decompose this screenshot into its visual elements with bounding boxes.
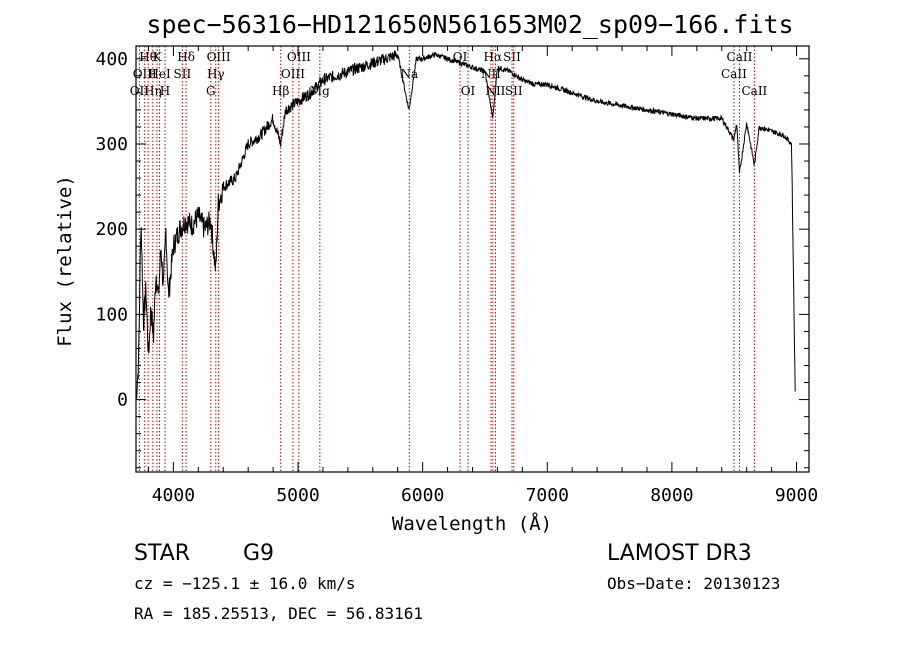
spectrum-line — [135, 50, 796, 400]
line-marker-label: H — [160, 84, 170, 98]
coordinates: RA = 185.25513, DEC = 56.83161 — [134, 604, 423, 623]
line-marker-label: HeI — [148, 67, 171, 81]
y-tick-label: 0 — [117, 390, 128, 411]
spectral-line-markers: OIIOIIIHθHηKHeIHSIIHδGHγOIIIHβOIIIOIIIMg… — [130, 46, 768, 472]
y-tick-label: 300 — [95, 134, 128, 155]
x-tick-label: 7000 — [526, 485, 569, 506]
line-marker-label: OII — [130, 84, 150, 98]
line-marker-label: OIII — [287, 50, 311, 64]
line-marker-label: Na — [400, 67, 418, 81]
x-tick-label: 4000 — [152, 485, 195, 506]
line-marker-label: CaII — [741, 84, 767, 98]
x-tick-label: 8000 — [650, 485, 693, 506]
line-marker-label: SII — [174, 67, 192, 81]
line-marker-label: Hη — [144, 84, 162, 98]
x-tick-label: 6000 — [401, 485, 444, 506]
axis-ticks: 4000 5000 6000 7000 8000 9000 0 100 200 300 400 — [95, 46, 818, 506]
line-marker-label: Hα — [484, 50, 503, 64]
y-tick-label: 400 — [95, 49, 128, 70]
line-marker-label: OI — [461, 84, 476, 98]
y-tick-label: 200 — [95, 219, 128, 240]
line-marker-label: CaII — [727, 50, 753, 64]
line-marker-label: G — [206, 84, 216, 98]
x-axis-label: Wavelength (Å) — [392, 512, 552, 535]
survey-name: LAMOST DR3 — [607, 541, 752, 566]
x-tick-label: 5000 — [276, 485, 319, 506]
line-marker-label: Hγ — [207, 67, 225, 81]
line-marker-label: Hδ — [177, 50, 195, 64]
redshift-cz: cz = −125.1 ± 16.0 km/s — [134, 574, 356, 593]
object-class: STAR — [134, 541, 190, 566]
line-marker-label: SII — [503, 50, 521, 64]
object-subclass: G9 — [243, 541, 274, 566]
y-axis-label: Flux (relative) — [54, 175, 76, 347]
line-marker-label: OIII — [207, 50, 231, 64]
observation-date: Obs−Date: 20130123 — [607, 574, 780, 593]
line-marker-label: OIII — [133, 67, 157, 81]
plot-frame — [135, 45, 810, 473]
line-marker-label: K — [153, 50, 163, 64]
y-tick-label: 100 — [95, 304, 128, 325]
spectrum-series — [135, 50, 796, 400]
line-marker-label: SII — [505, 84, 523, 98]
x-tick-label: 9000 — [775, 485, 818, 506]
line-marker-label: CaII — [721, 67, 747, 81]
line-marker-label: Hβ — [272, 84, 289, 98]
chart-title: spec−56316−HD121650N561653M02_sp09−166.f… — [146, 10, 793, 39]
line-marker-label: OIII — [281, 67, 305, 81]
